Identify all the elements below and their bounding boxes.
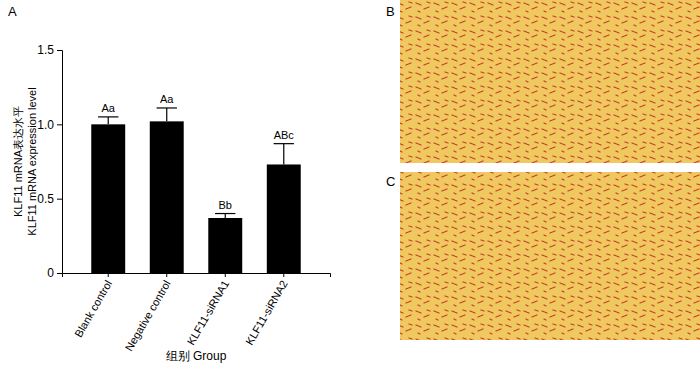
error-bar-cap (157, 107, 177, 108)
bar (208, 218, 242, 273)
y-axis-title-line: KLF11 mRNA表达水平 (12, 106, 24, 217)
error-bar (215, 214, 235, 218)
y-axis: 0 0.5 1.0 1.5 (37, 43, 62, 280)
micrograph (400, 0, 700, 163)
y-axis-title: KLF11 mRNA表达水平KLF11 mRNA expression leve… (12, 87, 38, 235)
error-bar-stem (166, 108, 167, 121)
y-axis-line (57, 51, 63, 274)
bars (91, 108, 300, 273)
x-axis-line (63, 274, 331, 278)
x-tick-mark (225, 273, 226, 277)
x-tick: Negative control (123, 273, 173, 353)
x-tick-mark (108, 273, 109, 277)
y-tick: 0 (47, 266, 62, 280)
y-tick-mark (57, 273, 62, 274)
x-tick: Blank control (72, 273, 114, 339)
figure: 00.51.01.5Blank controlNegative controlK… (0, 0, 700, 369)
error-bar (98, 117, 118, 124)
y-tick: 1.0 (37, 118, 62, 132)
significance-label: Bb (219, 199, 232, 211)
bar (267, 164, 301, 273)
error-bar-cap (98, 116, 118, 117)
y-tick-label: 1.0 (37, 118, 54, 132)
y-tick-mark (57, 199, 62, 200)
panel-label: A (8, 4, 17, 19)
error-bar-stem (283, 144, 284, 165)
error-bar-cap (274, 143, 294, 144)
significance-label: Aa (160, 93, 174, 105)
y-tick-mark (57, 124, 62, 125)
error-bar-stem (225, 214, 226, 218)
micrograph (400, 172, 700, 340)
y-tick-mark (57, 50, 62, 51)
x-axis-title: 组别 Group (166, 349, 227, 363)
y-tick-label: 0.5 (37, 192, 54, 206)
panel-label: C (386, 174, 395, 189)
x-tick-label: KLF11-siRNA1 (185, 278, 232, 347)
x-tick-mark (166, 273, 167, 277)
significance-label: Aa (101, 102, 115, 114)
bar (91, 124, 125, 273)
x-tick-label: Blank control (72, 278, 114, 339)
error-bar-cap (215, 213, 235, 214)
x-tick-label: Negative control (123, 278, 173, 353)
bar (150, 121, 184, 273)
x-axis: Blank controlNegative control KLF11-siRNA… (63, 273, 331, 353)
significance-label: ABc (274, 129, 295, 141)
y-tick-label: 0 (47, 266, 54, 280)
y-axis-title-line: KLF11 mRNA expression level (26, 87, 38, 235)
panel-label: B (386, 4, 395, 19)
y-tick: 1.5 (37, 43, 62, 57)
x-tick: KLF11-siRNA2 (243, 273, 290, 347)
error-bar-stem (108, 117, 109, 124)
x-tick-label: KLF11-siRNA2 (243, 278, 290, 347)
y-tick-label: 1.5 (37, 43, 54, 57)
x-tick-mark (283, 273, 284, 277)
error-bar (274, 144, 294, 165)
error-bar (157, 108, 177, 121)
y-tick: 0.5 (37, 192, 62, 206)
x-tick: KLF11-siRNA1 (185, 273, 232, 347)
